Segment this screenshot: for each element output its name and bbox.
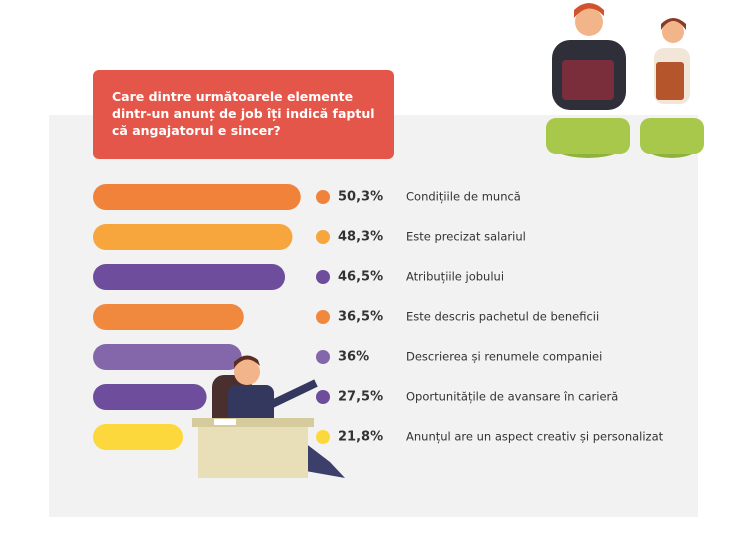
bar [93, 224, 293, 250]
chart-title: Care dintre următoarele elemente dintr-u… [112, 89, 375, 138]
value-label: 36% [338, 350, 369, 365]
legend-dot [316, 190, 330, 204]
illustration-candidates [546, 3, 704, 158]
legend-dot [316, 310, 330, 324]
legend-dot [316, 270, 330, 284]
value-label: 46,5% [338, 270, 383, 285]
legend-dot [316, 350, 330, 364]
bar [93, 384, 207, 410]
bar [93, 424, 184, 450]
category-label: Descrierea și renumele companiei [406, 350, 602, 364]
category-label: Oportunitățile de avansare în carieră [406, 390, 618, 404]
legend-dot [316, 390, 330, 404]
legend-dot [316, 430, 330, 444]
value-label: 36,5% [338, 310, 383, 325]
category-label: Atribuțiile jobului [406, 270, 504, 284]
value-label: 48,3% [338, 230, 383, 245]
illustration-boss [192, 355, 345, 478]
category-label: Este precizat salariul [406, 230, 526, 244]
title-box [93, 70, 394, 159]
bar [93, 264, 286, 290]
value-label: 50,3% [338, 190, 383, 205]
value-label: 21,8% [338, 430, 383, 445]
legend-dot [316, 230, 330, 244]
bar [93, 184, 301, 210]
category-label: Condițiile de muncă [406, 190, 521, 204]
bar [93, 344, 242, 370]
title-wrap: Care dintre următoarele elemente dintr-u… [112, 89, 375, 138]
category-label: Este descris pachetul de beneficii [406, 310, 599, 324]
category-label: Anunțul are un aspect creativ și persona… [406, 430, 664, 444]
value-label: 27,5% [338, 390, 383, 405]
bar [93, 304, 244, 330]
